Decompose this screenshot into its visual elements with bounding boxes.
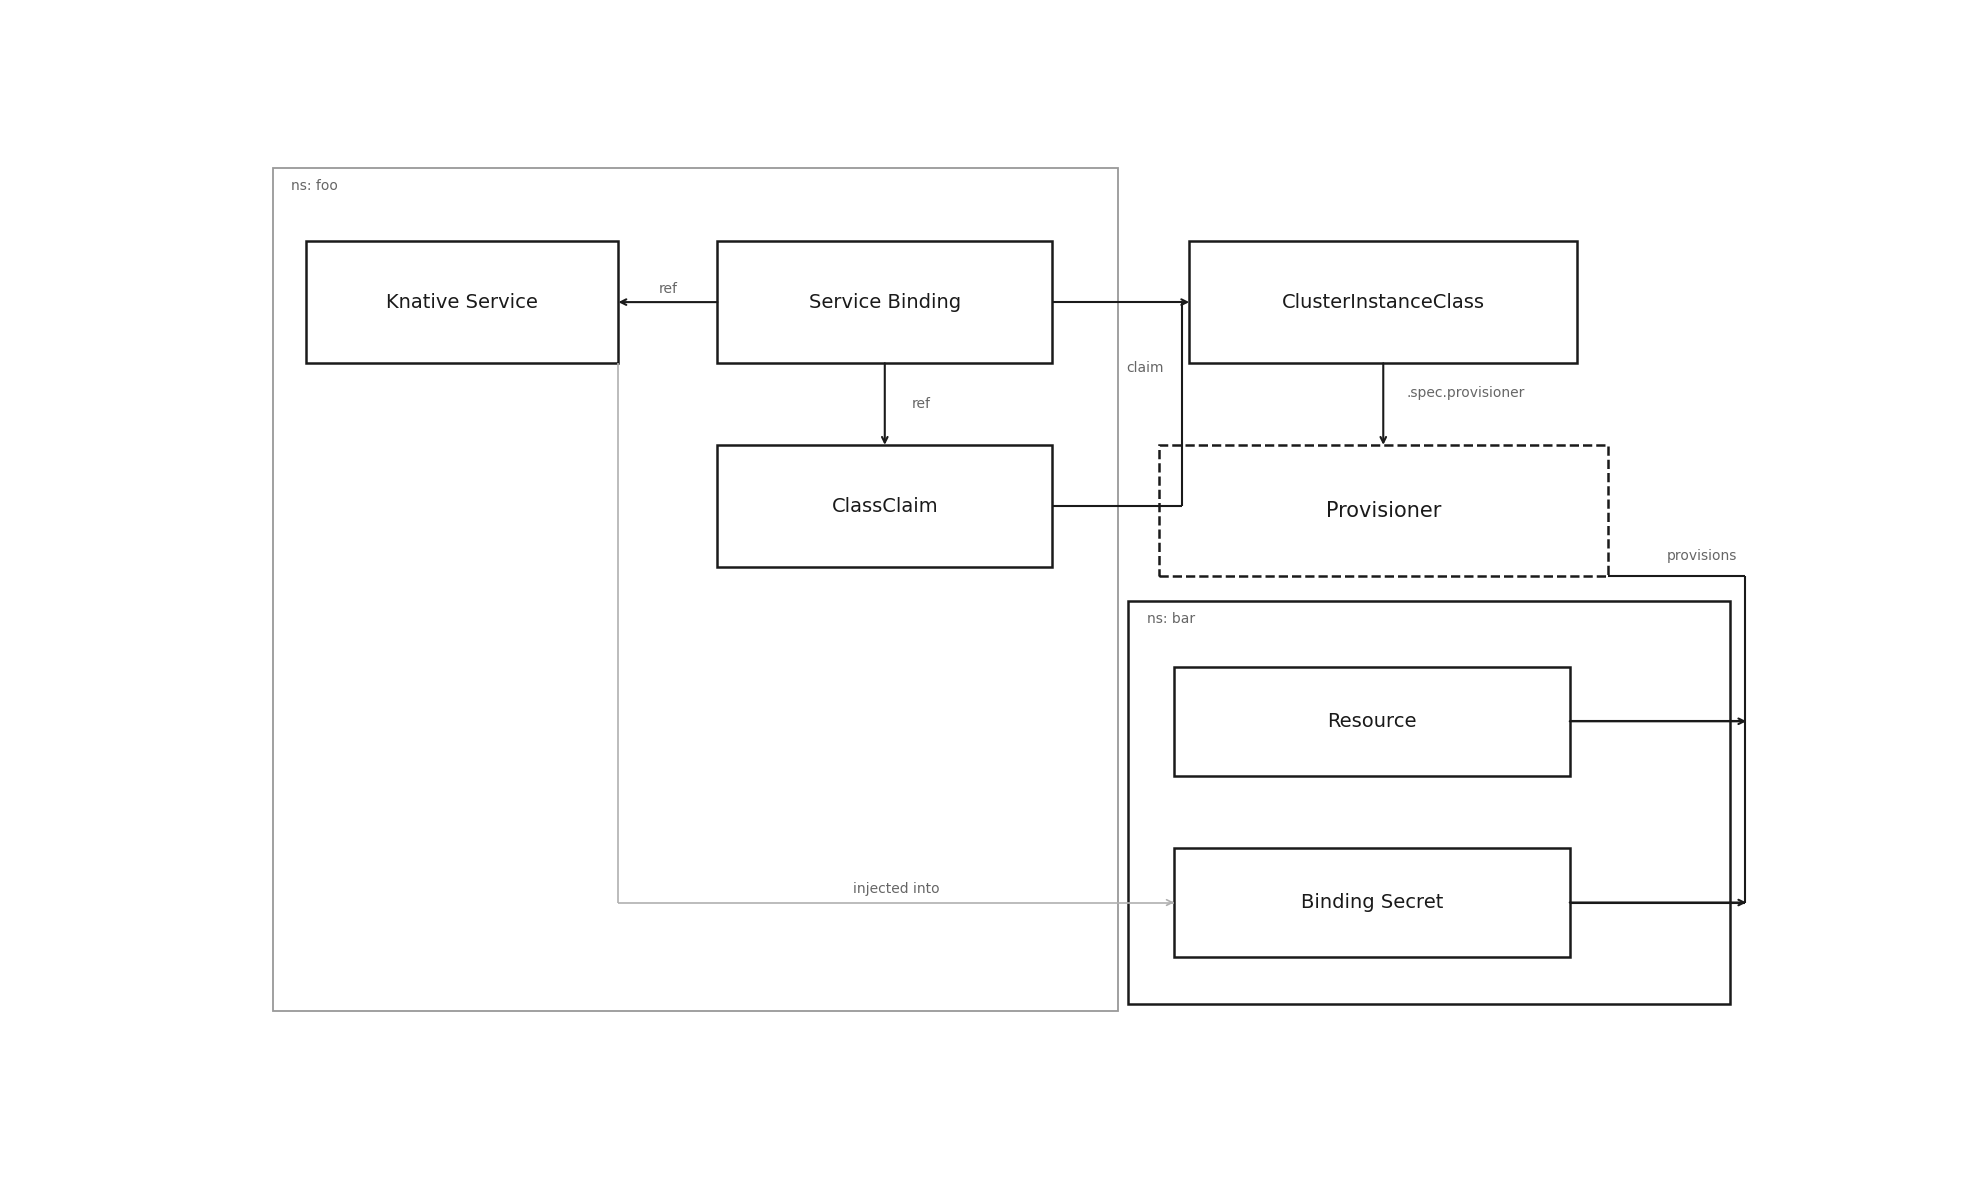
Text: Provisioner: Provisioner [1326, 500, 1442, 520]
Text: .spec.provisioner: .spec.provisioner [1406, 386, 1524, 400]
Text: ref: ref [911, 397, 931, 411]
Text: Knative Service: Knative Service [387, 293, 538, 312]
Bar [1159, 445, 1609, 577]
Bar [717, 445, 1053, 567]
Bar [1190, 241, 1577, 364]
Bar [1127, 600, 1730, 1004]
Bar [1174, 667, 1569, 776]
Text: ns: bar: ns: bar [1147, 612, 1194, 626]
Text: ns: foo: ns: foo [291, 179, 338, 193]
Text: Service Binding: Service Binding [809, 293, 960, 312]
Bar [273, 168, 1118, 1011]
Text: ref: ref [658, 281, 678, 295]
Bar [306, 241, 619, 364]
Text: ClusterInstanceClass: ClusterInstanceClass [1282, 293, 1485, 312]
Text: claim: claim [1125, 361, 1163, 374]
Bar [717, 241, 1053, 364]
Text: injected into: injected into [852, 882, 939, 896]
Text: provisions: provisions [1667, 548, 1736, 563]
Text: Binding Secret: Binding Secret [1300, 893, 1444, 912]
Bar [1174, 849, 1569, 957]
Text: ClassClaim: ClassClaim [831, 497, 939, 516]
Text: Resource: Resource [1328, 712, 1416, 731]
